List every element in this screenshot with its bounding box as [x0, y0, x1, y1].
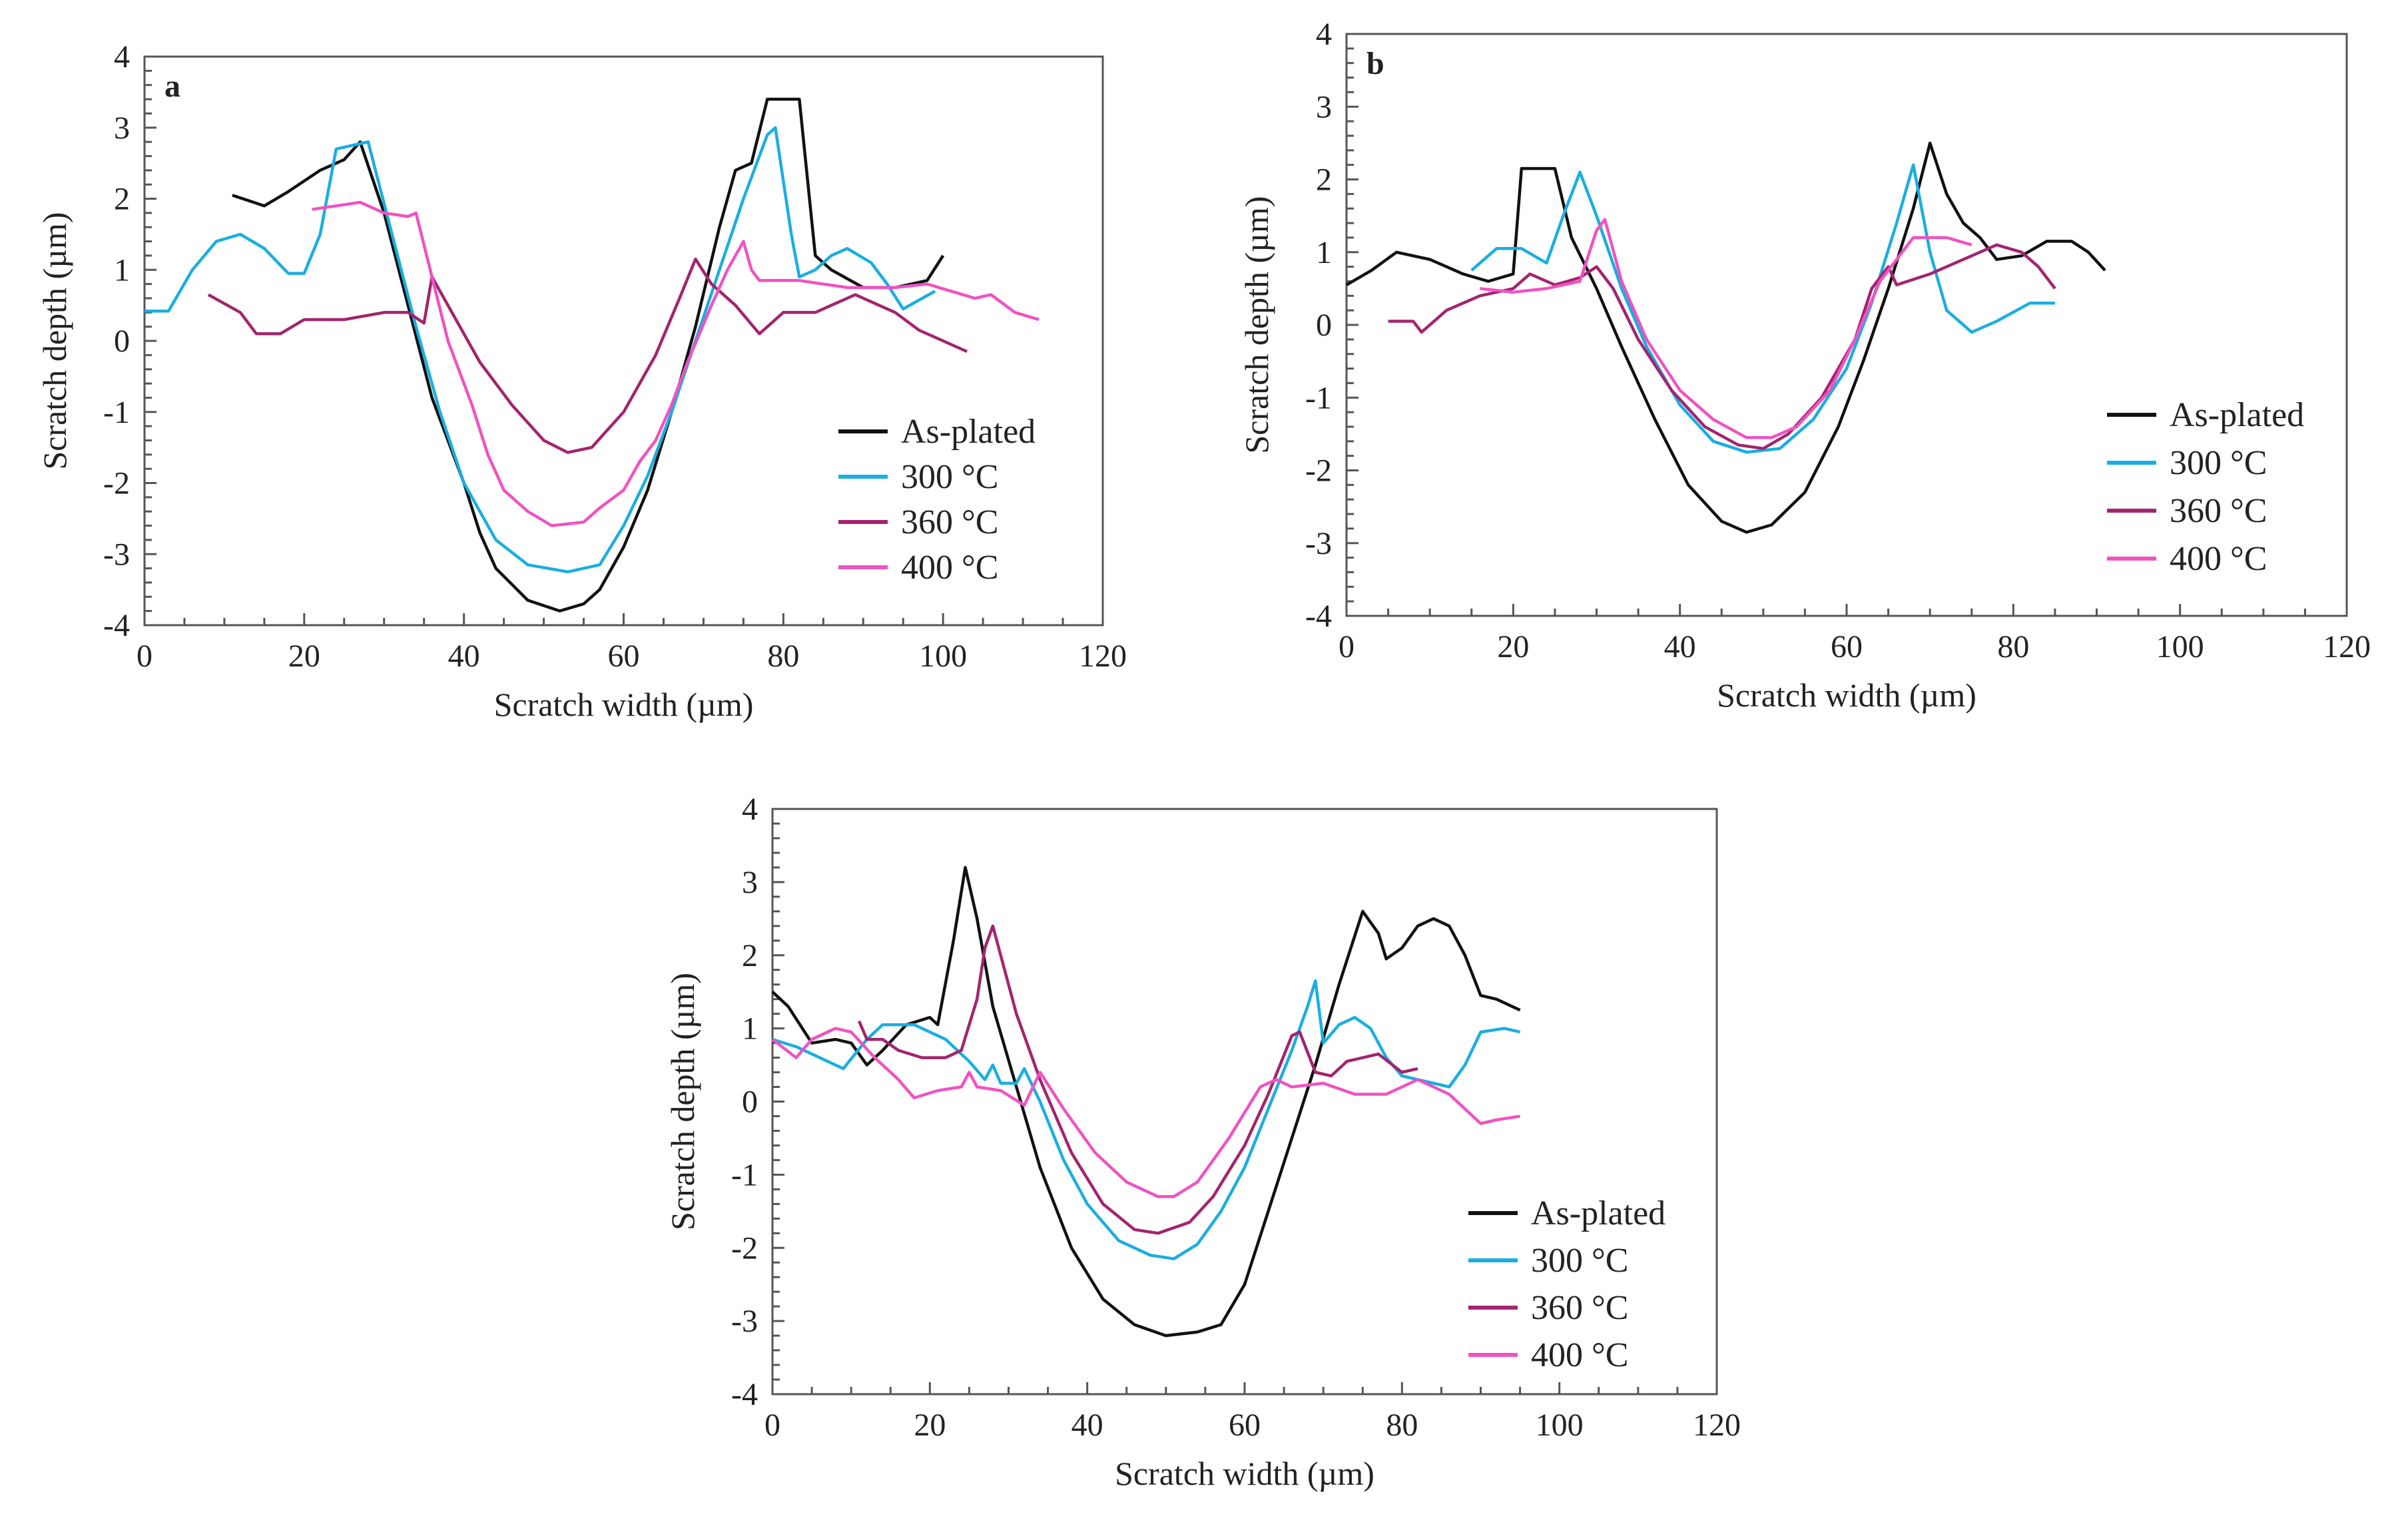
- x-tick-label: 80: [767, 638, 799, 674]
- series-line-1: [772, 979, 1521, 1260]
- x-tick-label: 40: [448, 638, 480, 674]
- y-tick-label: -2: [731, 1230, 758, 1266]
- y-axis-label: Scratch depth (µm): [664, 973, 701, 1230]
- x-tick-label: 100: [919, 638, 967, 674]
- x-tick-label: 20: [1497, 629, 1529, 664]
- chart-panel-c: 0 20 40 60 80 100 120 4 3 2 1 0 -1 -2 -3 -4 Scratch widt…: [664, 792, 1741, 1492]
- x-tick-label: 40: [1071, 1407, 1103, 1443]
- legend-label: As-plated: [2170, 396, 2304, 434]
- series-line-3: [1480, 218, 1972, 439]
- y-tick-label: -4: [1305, 599, 1332, 634]
- y-tick-label: 0: [1316, 308, 1332, 343]
- y-tick-label: 4: [1316, 17, 1332, 52]
- series-line-0: [771, 866, 1521, 1338]
- y-tick-label: -3: [1305, 526, 1332, 561]
- x-tick-label: 60: [1831, 629, 1863, 664]
- y-axis-label: Scratch depth (µm): [1238, 196, 1275, 453]
- y-tick-label: 2: [1316, 162, 1332, 198]
- y-tick-label: 2: [114, 182, 130, 217]
- x-axis-label: Scratch width (µm): [494, 686, 754, 723]
- legend-label: 360 °C: [1531, 1289, 1628, 1327]
- y-axis-label: Scratch depth (µm): [36, 212, 73, 469]
- series-line-0: [1345, 141, 2106, 534]
- y-tick-label: -1: [1305, 380, 1332, 415]
- y-tick-label: 3: [742, 865, 758, 900]
- y-tick-label: -3: [731, 1304, 758, 1339]
- y-tick-label: 3: [114, 111, 130, 146]
- y-tick-label: 2: [742, 938, 758, 973]
- legend-label: 300 °C: [901, 458, 998, 496]
- legend-label: 400 °C: [1531, 1336, 1628, 1374]
- series-line-3: [771, 1027, 1520, 1198]
- x-tick-label: 100: [2156, 629, 2204, 664]
- x-tick-label: 40: [1664, 629, 1696, 664]
- y-tick-label: -4: [103, 608, 130, 643]
- y-tick-label: -1: [103, 395, 130, 430]
- legend-label: 300 °C: [1531, 1242, 1628, 1280]
- legend-label: 400 °C: [901, 549, 998, 587]
- y-tick-label: 1: [742, 1011, 758, 1047]
- x-tick-label: 0: [1339, 629, 1354, 664]
- series-line-2: [1388, 243, 2056, 450]
- legend-label: 360 °C: [901, 503, 998, 541]
- x-tick-label: 0: [137, 638, 152, 674]
- y-tick-label: -1: [731, 1157, 758, 1192]
- series-line-1: [145, 126, 936, 574]
- x-tick-label: 100: [1536, 1407, 1584, 1443]
- y-tick-label: 4: [742, 792, 758, 827]
- y-tick-label: 0: [742, 1085, 758, 1120]
- panel-label: b: [1366, 46, 1384, 81]
- series-line-2: [207, 257, 968, 454]
- series-line-1: [1470, 163, 2055, 454]
- panel-label: a: [164, 69, 180, 104]
- y-tick-label: -4: [731, 1377, 758, 1412]
- x-tick-label: 120: [2323, 629, 2371, 664]
- legend-label: 400 °C: [2170, 540, 2267, 578]
- y-tick-label: -2: [1305, 453, 1332, 489]
- legend-label: As-plated: [901, 413, 1036, 451]
- x-tick-label: 60: [608, 638, 640, 674]
- y-tick-label: 4: [114, 39, 130, 75]
- y-tick-label: -3: [103, 537, 130, 572]
- x-tick-label: 20: [914, 1407, 946, 1443]
- legend-label: As-plated: [1531, 1194, 1665, 1232]
- x-tick-label: 120: [1693, 1407, 1741, 1443]
- x-axis-label: Scratch width (µm): [1717, 676, 1976, 714]
- y-tick-label: 1: [114, 252, 130, 288]
- y-tick-label: 0: [114, 324, 130, 359]
- y-tick-label: 1: [1316, 235, 1332, 270]
- legend-label: 300 °C: [2170, 444, 2267, 482]
- series-line-0: [232, 97, 945, 613]
- y-tick-label: 3: [1316, 89, 1332, 125]
- x-tick-label: 0: [764, 1407, 780, 1443]
- legend-label: 360 °C: [2170, 492, 2267, 530]
- series-line-3: [312, 200, 1040, 527]
- x-tick-label: 120: [1079, 638, 1127, 674]
- x-tick-label: 80: [1997, 629, 2029, 664]
- series-line-2: [857, 924, 1418, 1235]
- x-tick-label: 80: [1386, 1407, 1418, 1443]
- x-axis-label: Scratch width (µm): [1115, 1455, 1374, 1492]
- chart-panel-a: 0 20 40 60 80 100 120 4 3 2 1 0 -1 -2 -3 -4 Scratch widt…: [36, 39, 1127, 723]
- x-tick-label: 60: [1229, 1407, 1261, 1443]
- x-tick-label: 20: [288, 638, 320, 674]
- chart-panel-b: 0 20 40 60 80 100 120 4 3 2 1 0 -1 -2 -3 -4 Scratch widt…: [1238, 17, 2371, 714]
- y-tick-label: -2: [103, 466, 130, 501]
